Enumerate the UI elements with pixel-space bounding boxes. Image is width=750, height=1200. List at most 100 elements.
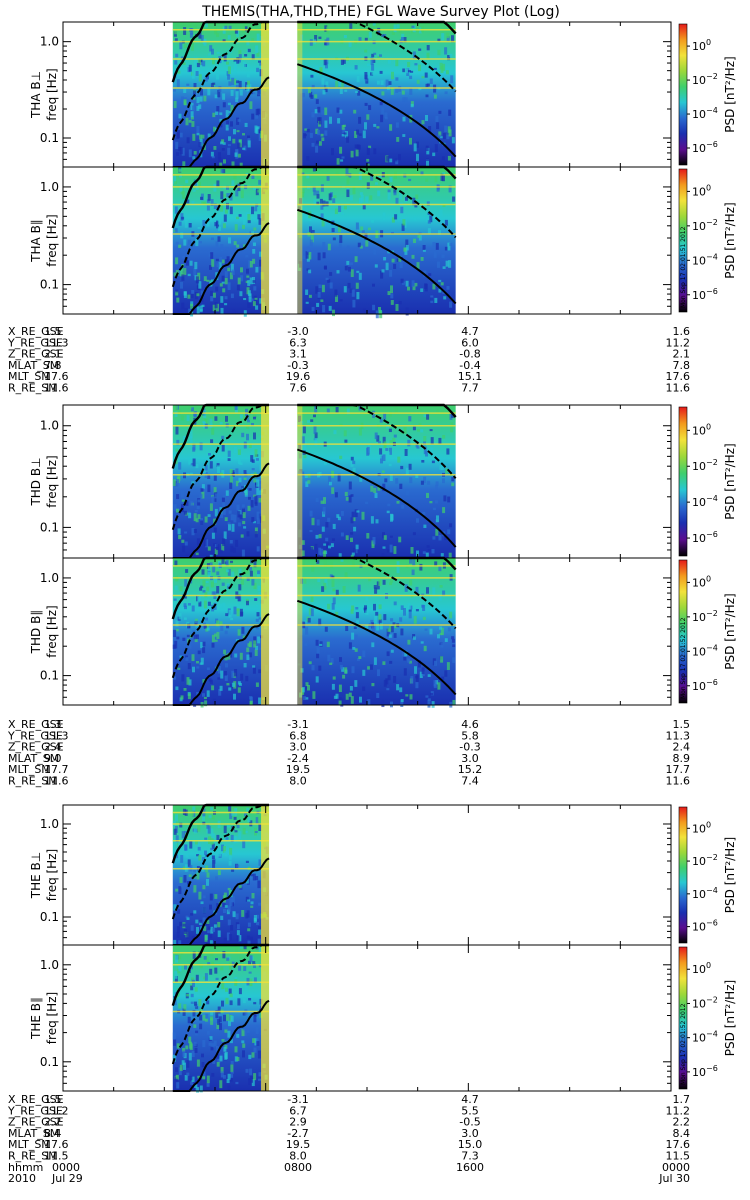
spectrogram-pixel <box>236 504 240 511</box>
spectrogram-pixel <box>344 667 348 674</box>
spectrogram-pixel <box>253 963 256 969</box>
spectrogram-pixel <box>408 178 412 182</box>
spectrogram-pixel <box>187 603 191 606</box>
plot-timestamp: Mon Sep 17 02:01:52 2012 <box>680 1003 687 1085</box>
spectrogram-pixel <box>196 854 200 857</box>
spectrogram-pixel <box>435 528 439 536</box>
spectrogram-pixel <box>387 291 391 296</box>
spectrogram-pixel <box>227 282 231 290</box>
spectrogram-pixel <box>364 102 368 106</box>
spectrogram-pixel <box>223 54 227 62</box>
ephemeris-row-name: Z_RE_GSE <box>8 1116 64 1129</box>
spectrogram-pixel <box>190 913 194 916</box>
spectrogram-pixel <box>190 1081 194 1085</box>
spectrogram-pixel <box>336 158 340 165</box>
spectrogram-pixel <box>257 636 261 644</box>
gyrofrequency-curve <box>296 208 457 305</box>
spectrogram-pixel <box>175 53 179 58</box>
colorbar-tick-exponent: −2 <box>706 853 718 862</box>
spectrogram-pixel <box>224 271 228 278</box>
spectrogram-pixel <box>373 247 377 255</box>
spectrogram-pixel <box>258 902 262 906</box>
spectrogram-pixel <box>216 1054 220 1059</box>
spectrogram-pixel <box>426 492 429 498</box>
spectrogram-pixel <box>432 587 436 596</box>
spectrogram-pixel <box>217 152 221 159</box>
spectrogram-pixel <box>246 807 250 813</box>
spectrogram-pixel <box>228 988 232 995</box>
spectrogram-pixel <box>174 839 178 848</box>
spectrogram-pixel <box>190 303 194 309</box>
spectrogram-pixel <box>340 532 344 537</box>
spectrogram-pixel <box>230 1071 234 1074</box>
spectrogram-pixel <box>216 106 220 112</box>
spectrogram-pixel <box>326 408 330 413</box>
spectrogram-pixel <box>230 514 234 521</box>
spectrogram-pixel <box>195 463 199 469</box>
ephemeris-value: 7.8 <box>673 359 691 372</box>
spectrogram-pixel <box>200 298 204 302</box>
gyrofrequency-curve <box>171 944 269 1065</box>
spectrogram-pixel <box>417 429 420 432</box>
spectrogram-pixel <box>221 582 225 586</box>
spectrogram-pixel <box>405 196 408 201</box>
y-tick-label: 1.0 <box>40 35 59 49</box>
spectrogram-pixel <box>355 149 359 157</box>
spectrogram-texture <box>298 405 455 563</box>
spectrogram-pixel <box>387 189 391 193</box>
spectrogram-pixel <box>244 489 248 497</box>
spectrogram-pixel <box>202 1076 206 1080</box>
spectrogram-pixel <box>374 587 378 594</box>
spectrogram-pixel <box>356 620 359 627</box>
figure-title: THEMIS(THA,THD,THE) FGL Wave Survey Plot… <box>201 4 560 20</box>
spectrogram-pixel <box>237 681 241 685</box>
spectrogram-pixel <box>316 560 320 564</box>
spectrogram-pixel <box>416 262 420 269</box>
spectrogram-pixel <box>213 475 217 481</box>
spectrogram-pixel <box>413 143 417 152</box>
spectrogram-pixel <box>202 907 206 914</box>
spectrogram-pixel <box>215 241 219 247</box>
spectrogram-pixel <box>438 535 442 541</box>
spectrogram-pixel <box>382 532 385 539</box>
spectrogram-pixel <box>183 268 187 275</box>
ephemeris-value: 1.5 <box>44 1093 62 1106</box>
spectrogram-pixel <box>235 947 238 954</box>
spectrogram-pixel <box>412 559 416 567</box>
spectrogram-pixel <box>222 538 226 546</box>
spectrogram-pixel <box>444 535 448 541</box>
spectrogram-pixel <box>235 189 239 197</box>
spectrogram-pixel <box>257 816 261 823</box>
spectrogram-segment <box>172 22 270 167</box>
spectrogram-pixel <box>393 189 397 194</box>
spectrogram-pixel <box>254 495 258 504</box>
spectrogram-pixel <box>202 580 206 587</box>
spectrogram-pixel <box>247 928 251 932</box>
spectrogram-pixel <box>316 653 320 659</box>
spectrogram-pixel <box>209 1036 213 1040</box>
spectrogram-pixel <box>378 451 382 459</box>
spectrogram-pixel <box>351 560 355 567</box>
ephemeris-value: 11.2 <box>44 1104 69 1117</box>
spectrogram-pixel <box>237 629 241 636</box>
spectrogram-pixel <box>230 925 234 931</box>
spectrogram-pixel <box>240 267 243 273</box>
spectrogram-pixel <box>225 997 229 1005</box>
spectrogram-pixel <box>227 267 231 272</box>
spectrogram-pixel <box>447 627 451 632</box>
spectrogram-pixel <box>401 37 404 40</box>
spectrogram-pixel <box>378 307 381 315</box>
spectrogram-pixel <box>240 577 244 585</box>
spectrogram-pixel <box>204 973 208 981</box>
ephemeris-value: 8.0 <box>289 775 307 788</box>
ephemeris-value: 15.2 <box>458 763 483 776</box>
spectrogram-pixel <box>414 63 418 66</box>
spectrogram-pixel <box>340 159 344 162</box>
spectrogram-pixel <box>428 273 432 276</box>
spectrogram-pixel <box>223 590 227 595</box>
spectrogram-pixel <box>251 893 255 899</box>
spectrogram-pixel <box>213 203 217 210</box>
spectrogram-pixel <box>241 910 245 917</box>
spectrogram-pixel <box>449 611 453 619</box>
